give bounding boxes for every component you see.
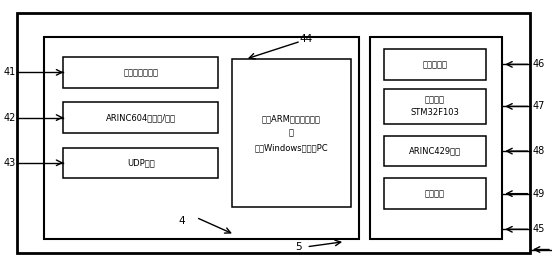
Text: 离散接口: 离散接口 bbox=[424, 189, 445, 198]
Text: 41: 41 bbox=[3, 67, 15, 77]
Bar bbox=[63, 102, 218, 133]
Text: 43: 43 bbox=[3, 158, 15, 168]
Text: 49: 49 bbox=[533, 189, 545, 199]
Bar bbox=[63, 57, 218, 88]
Text: 控制核心
STM32F103: 控制核心 STM32F103 bbox=[410, 96, 459, 117]
Text: UDP通讯: UDP通讯 bbox=[127, 159, 155, 167]
Bar bbox=[384, 89, 486, 124]
Text: ARINC429接口: ARINC429接口 bbox=[408, 147, 461, 155]
Text: ARINC604数据编/译码: ARINC604数据编/译码 bbox=[105, 113, 176, 122]
Text: 47: 47 bbox=[533, 101, 545, 111]
Text: 48: 48 bbox=[533, 146, 545, 156]
Text: 45: 45 bbox=[533, 224, 545, 234]
Bar bbox=[63, 148, 218, 178]
Bar bbox=[384, 178, 486, 209]
Text: 故障设置与存储: 故障设置与存储 bbox=[123, 68, 158, 77]
Bar bbox=[232, 59, 351, 207]
Bar bbox=[370, 37, 502, 239]
Text: 5: 5 bbox=[295, 242, 301, 252]
Bar bbox=[384, 49, 486, 80]
Bar bbox=[384, 136, 486, 166]
Text: 4: 4 bbox=[179, 216, 185, 226]
Text: 42: 42 bbox=[3, 113, 15, 123]
Text: 46: 46 bbox=[533, 59, 545, 69]
Text: 以太网模块: 以太网模块 bbox=[422, 60, 447, 69]
Text: 44: 44 bbox=[300, 34, 313, 44]
Text: 基于ARM的嵌入式系统
或
基于Windows的桌面PC: 基于ARM的嵌入式系统 或 基于Windows的桌面PC bbox=[254, 114, 328, 152]
Bar bbox=[44, 37, 359, 239]
